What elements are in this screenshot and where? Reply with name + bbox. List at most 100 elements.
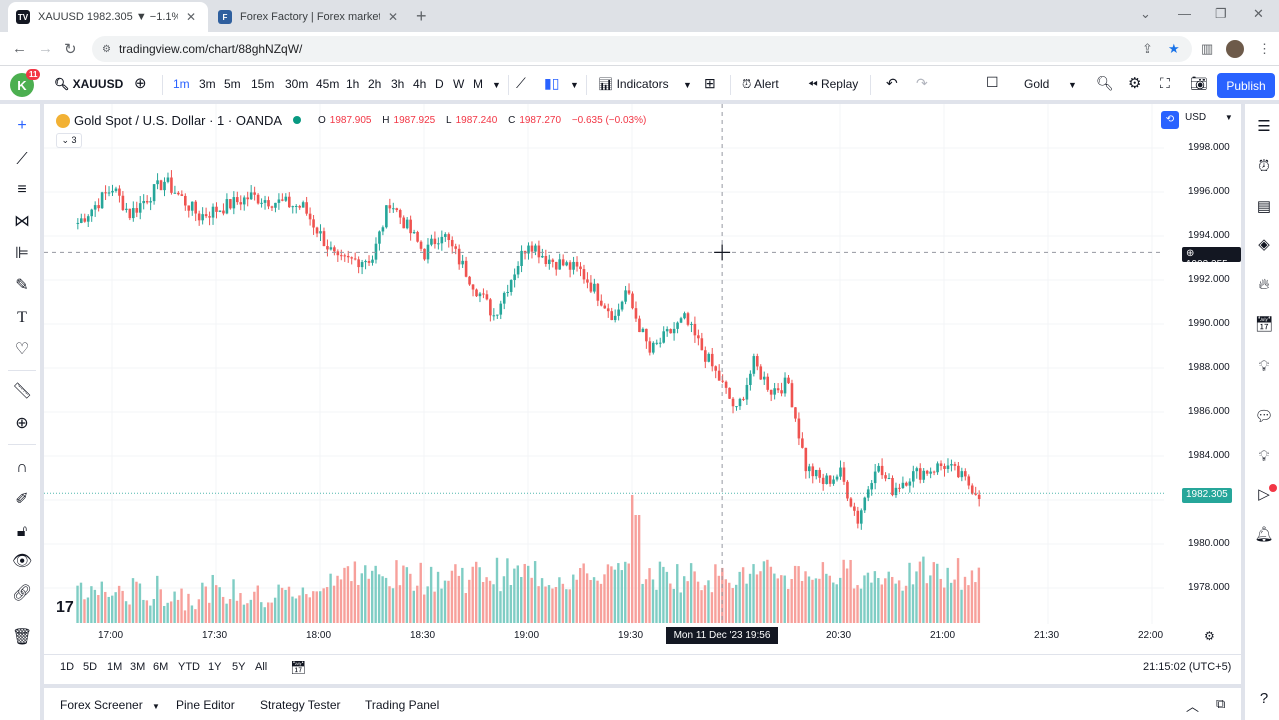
interval-1m[interactable]: 1m [173,77,190,91]
site-info-icon[interactable]: ⚙ [102,43,111,55]
back-icon[interactable]: ← [12,40,27,57]
zoom-in-icon[interactable]: ⊕ [15,415,29,432]
indicators-button[interactable]: 📊︎ Indicators [598,77,669,91]
tab-pine-editor[interactable]: Pine Editor [176,698,235,712]
snapshot-camera-icon[interactable]: 📷︎ [1190,75,1208,91]
browser-tab-tradingview[interactable]: TV XAUUSD 1982.305 ▼ −1.1% Gol ✕ [8,2,208,32]
close-window-icon[interactable]: ✕ [1253,6,1264,21]
browser-tab-forexfactory[interactable]: F Forex Factory | Forex markets fo ✕ [210,2,410,32]
brush-icon[interactable]: ✎ [15,277,29,294]
tab-strategy-tester[interactable]: Strategy Tester [260,698,341,712]
data-window-icon[interactable]: ▤ [1256,198,1272,215]
interval-1h[interactable]: 1h [346,77,360,91]
chart-type-chevron-icon[interactable]: ▼ [570,80,579,90]
range-1d[interactable]: 1D [60,661,75,673]
hotlists-flame-icon[interactable]: 🔥︎ [1258,276,1270,293]
bookmark-star-icon[interactable]: ★ [1168,41,1180,56]
range-3m[interactable]: 3M [130,661,146,673]
candles-chart-type-icon[interactable]: ▮▯ [544,75,560,91]
quick-search-icon[interactable]: 🔍︎ [1096,75,1114,91]
currency-select[interactable]: USD ▼ [1185,112,1233,123]
range-6m[interactable]: 6M [153,661,169,673]
lock-drawings-icon[interactable]: 🔓︎ [16,523,28,540]
symbol-search-button[interactable]: 🔍︎ XAUUSD [54,77,123,91]
indicators-collapse-chip[interactable]: ⌄ 3 [56,133,82,148]
range-1y[interactable]: 1Y [208,661,222,673]
trend-line-icon[interactable]: ⟋ [16,151,28,168]
link-icon[interactable]: 🔗︎ [12,585,33,602]
browser-menu-icon[interactable]: ⋮ [1258,41,1271,56]
chart-pane[interactable]: 17 Gold Spot / U.S. Dollar · 1 · OANDA O… [44,104,1241,680]
interval-45m[interactable]: 45m [316,77,340,91]
side-panel-icon[interactable]: ▥ [1201,41,1214,56]
patterns-icon[interactable]: ⋈ [14,213,30,230]
prediction-tools-icon[interactable]: ⊫ [15,245,29,262]
timezone-clock[interactable]: 21:15:02 (UTC+5) [1143,661,1232,673]
range-5y[interactable]: 5Y [232,661,246,673]
indicators-chevron-icon[interactable]: ▼ [683,80,692,90]
close-tab-icon[interactable]: ✕ [388,10,399,24]
minimize-icon[interactable]: — [1178,6,1191,21]
tips-lightbulb-icon[interactable]: 💡︎ [1258,448,1270,465]
alerts-clock-icon[interactable]: ⏰︎ [1258,158,1270,175]
range-5d[interactable]: 5D [83,661,98,673]
chats-icon[interactable]: 💬︎ [1254,408,1274,425]
watchlist-icon[interactable]: ☰ [1257,118,1271,135]
notifications-bell-icon[interactable]: 🔔︎ [1254,526,1274,543]
text-tool-icon[interactable]: T [17,309,27,326]
remove-trash-icon[interactable]: 🗑︎ [12,629,33,646]
maximize-icon[interactable]: ❐ [1215,6,1227,21]
alert-button[interactable]: ⏰︎ Alert [742,77,779,92]
interval-5m[interactable]: 5m [224,77,241,91]
scale-settings-gear-icon[interactable]: ⚙ [1204,629,1215,643]
compare-symbol-icon[interactable]: ⊕ [134,75,147,92]
close-tab-icon[interactable]: ✕ [186,10,197,24]
tab-search-icon[interactable]: ⌄ [1140,6,1151,21]
settings-gear-icon[interactable]: ⚙ [1128,75,1142,92]
interval-dropdown-chevron-icon[interactable]: ▼ [492,80,501,90]
favorites-heart-icon[interactable]: ♡ [14,341,30,358]
interval-4h[interactable]: 4h [413,77,427,91]
replay-button[interactable]: ⏪︎ Replay [808,77,858,92]
undo-icon[interactable]: ↶ [886,75,898,91]
stay-in-drawing-mode-icon[interactable]: ✐ [15,491,29,508]
interval-M[interactable]: M [473,77,483,91]
hide-drawings-eye-icon[interactable]: 👁︎ [12,553,33,570]
calendar-icon[interactable]: 📅︎ [1254,316,1274,333]
interval-2h[interactable]: 2h [368,77,382,91]
tab-forex-screener[interactable]: Forex Screener ▼ [60,698,160,712]
measure-ruler-icon[interactable]: 📏︎ [12,383,33,400]
range-ytd[interactable]: YTD [178,661,200,673]
ideas-bulb-icon[interactable]: 💡︎ [1258,358,1270,375]
magnet-icon[interactable]: ∩ [16,459,28,476]
layout-chevron-icon[interactable]: ▼ [1068,80,1077,90]
reload-icon[interactable]: ↻ [64,41,77,58]
go-to-date-calendar-icon[interactable]: 📅︎ [290,660,307,675]
publish-button[interactable]: Publish [1217,73,1275,98]
line-chart-type-icon[interactable]: ⟋ [516,75,526,91]
redo-icon[interactable]: ↷ [916,75,928,91]
maximize-panel-icon[interactable]: ⧉ [1216,696,1226,711]
layout-select-icon[interactable]: ☐ [986,74,999,90]
interval-15m[interactable]: 15m [251,77,275,91]
new-tab-icon[interactable]: + [416,6,427,26]
collapse-panel-chevron-up-icon[interactable]: ︿ [1186,699,1200,714]
object-tree-layers-icon[interactable]: ◈ [1258,236,1270,253]
forward-icon[interactable]: → [38,40,53,57]
layout-name[interactable]: Gold [1024,77,1050,91]
range-1m[interactable]: 1M [107,661,123,673]
interval-3m[interactable]: 3m [199,77,216,91]
share-icon[interactable]: ⇪ [1142,41,1153,56]
interval-30m[interactable]: 30m [285,77,309,91]
user-menu-avatar[interactable]: K 11 [10,69,41,97]
range-all[interactable]: All [255,661,268,673]
fullscreen-icon[interactable]: ⛶ [1160,75,1170,91]
auto-scale-sync-icon[interactable]: ⟲ [1161,111,1179,129]
interval-D[interactable]: D [435,77,444,91]
profile-avatar[interactable] [1226,40,1244,58]
fib-retracement-icon[interactable]: ≡ [17,181,27,198]
interval-W[interactable]: W [453,77,465,91]
price-chart-canvas[interactable]: 17 [44,104,1241,654]
templates-grid-icon[interactable]: ⊞ [704,75,716,91]
streams-play-icon[interactable]: ▷ [1258,486,1270,503]
